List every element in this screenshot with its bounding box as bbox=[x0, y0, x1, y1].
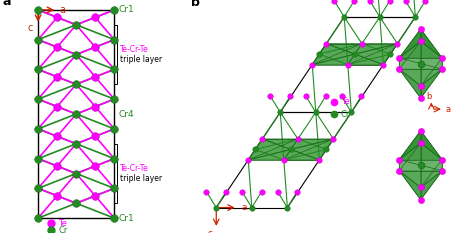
Text: Cr: Cr bbox=[341, 110, 350, 119]
Text: Cr: Cr bbox=[58, 226, 68, 233]
Text: Te-Cr-Te: Te-Cr-Te bbox=[120, 164, 149, 173]
Text: c: c bbox=[208, 229, 212, 233]
Polygon shape bbox=[399, 69, 442, 98]
Text: Cr1: Cr1 bbox=[118, 5, 134, 14]
Polygon shape bbox=[399, 131, 421, 160]
Polygon shape bbox=[399, 171, 442, 200]
Text: b: b bbox=[426, 92, 431, 101]
Text: triple layer: triple layer bbox=[120, 55, 162, 64]
Text: a: a bbox=[2, 0, 11, 8]
Polygon shape bbox=[421, 41, 442, 86]
Polygon shape bbox=[399, 41, 421, 86]
Text: a: a bbox=[241, 203, 246, 212]
Polygon shape bbox=[421, 69, 442, 98]
Polygon shape bbox=[399, 69, 421, 98]
Polygon shape bbox=[421, 143, 442, 188]
Text: a: a bbox=[60, 5, 66, 15]
Text: Cr4: Cr4 bbox=[118, 110, 134, 119]
Polygon shape bbox=[399, 29, 421, 58]
Polygon shape bbox=[421, 171, 442, 200]
Text: c: c bbox=[28, 23, 33, 33]
Polygon shape bbox=[248, 139, 333, 160]
Text: a: a bbox=[446, 105, 451, 113]
Text: Cr1: Cr1 bbox=[118, 214, 134, 223]
Polygon shape bbox=[399, 160, 442, 171]
Text: Te: Te bbox=[58, 219, 67, 228]
Text: triple layer: triple layer bbox=[120, 174, 162, 183]
Polygon shape bbox=[421, 29, 442, 58]
Polygon shape bbox=[399, 171, 421, 200]
Polygon shape bbox=[312, 44, 397, 65]
Polygon shape bbox=[399, 143, 421, 188]
Polygon shape bbox=[399, 58, 442, 69]
Polygon shape bbox=[399, 29, 442, 58]
Text: Te-Cr-Te: Te-Cr-Te bbox=[120, 45, 149, 54]
Polygon shape bbox=[421, 131, 442, 160]
Text: b: b bbox=[191, 0, 200, 9]
Text: Te: Te bbox=[341, 97, 349, 106]
Polygon shape bbox=[399, 131, 442, 160]
